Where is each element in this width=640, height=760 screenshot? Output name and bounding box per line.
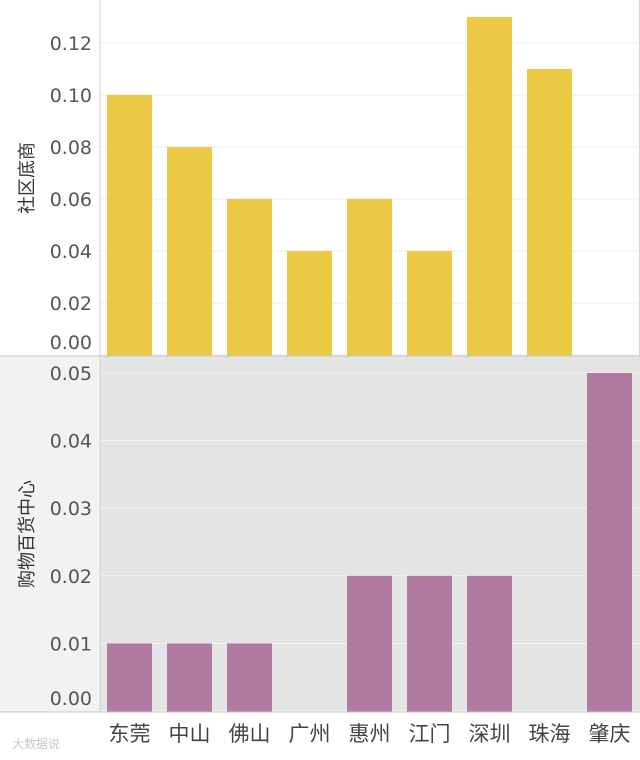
bar-中山 (167, 147, 212, 356)
watermark-text: 大数据说 (12, 736, 60, 751)
bar-珠海 (527, 69, 572, 356)
y-axis-title: 社区底商 (17, 142, 38, 214)
bar-东莞 (107, 643, 152, 712)
y-tick-label: 0.03 (50, 498, 92, 520)
y-tick-label: 0.08 (50, 137, 92, 159)
bar-江门 (407, 575, 452, 712)
y-tick-label: 0.01 (50, 633, 92, 655)
y-tick-label: 0.04 (50, 431, 92, 453)
bar-中山 (167, 643, 212, 712)
y-axis-title: 购物百货中心 (17, 480, 38, 588)
panels: 0.00 0.02 0.04 0.06 0.08 0.10 0.12 社区底商 0.00 0.01… (0, 0, 640, 713)
y-tick-label: 0.00 (50, 688, 92, 710)
bar-东莞 (107, 95, 152, 356)
x-tick-label: 珠海 (529, 722, 571, 746)
y-tick-label: 0.05 (50, 363, 92, 385)
y-tick-label: 0.06 (50, 189, 92, 211)
y-tick-label: 0.02 (50, 293, 92, 315)
x-tick-label: 江门 (409, 722, 451, 746)
x-tick-label: 广州 (289, 722, 331, 746)
bar-佛山 (227, 199, 272, 356)
watermark: 大数据说 (12, 736, 60, 751)
x-tick-label: 肇庆 (589, 722, 631, 746)
x-tick-label: 惠州 (349, 722, 391, 746)
x-tick-label: 佛山 (229, 722, 271, 746)
bar-惠州 (347, 199, 392, 356)
bar-惠州 (347, 575, 392, 712)
x-tick-label: 深圳 (469, 722, 511, 746)
x-tick-label: 东莞 (109, 722, 151, 746)
y-tick-label: 0.10 (50, 85, 92, 107)
y-tick-label: 0.02 (50, 566, 92, 588)
bar-江门 (407, 251, 452, 356)
y-tick-label: 0.00 (50, 332, 92, 354)
bar-深圳 (467, 575, 512, 712)
y-tick-label: 0.04 (50, 241, 92, 263)
y-tick-label: 0.12 (50, 33, 92, 55)
bar-深圳 (467, 17, 512, 356)
bar-佛山 (227, 643, 272, 712)
category-axis: 东莞 中山 佛山 广州 惠州 江门 深圳 珠海 肇庆 (109, 722, 631, 746)
panel-1: 0.00 0.02 0.04 0.06 0.08 0.10 0.12 社区底商 (17, 0, 640, 356)
panel-2: 0.00 0.01 0.02 0.03 0.04 0.05 购物百货中心 (17, 356, 640, 712)
bar-肇庆 (587, 373, 632, 712)
bar-广州 (287, 251, 332, 356)
panel-background-bottom-left (0, 356, 100, 712)
x-tick-label: 中山 (169, 722, 211, 746)
